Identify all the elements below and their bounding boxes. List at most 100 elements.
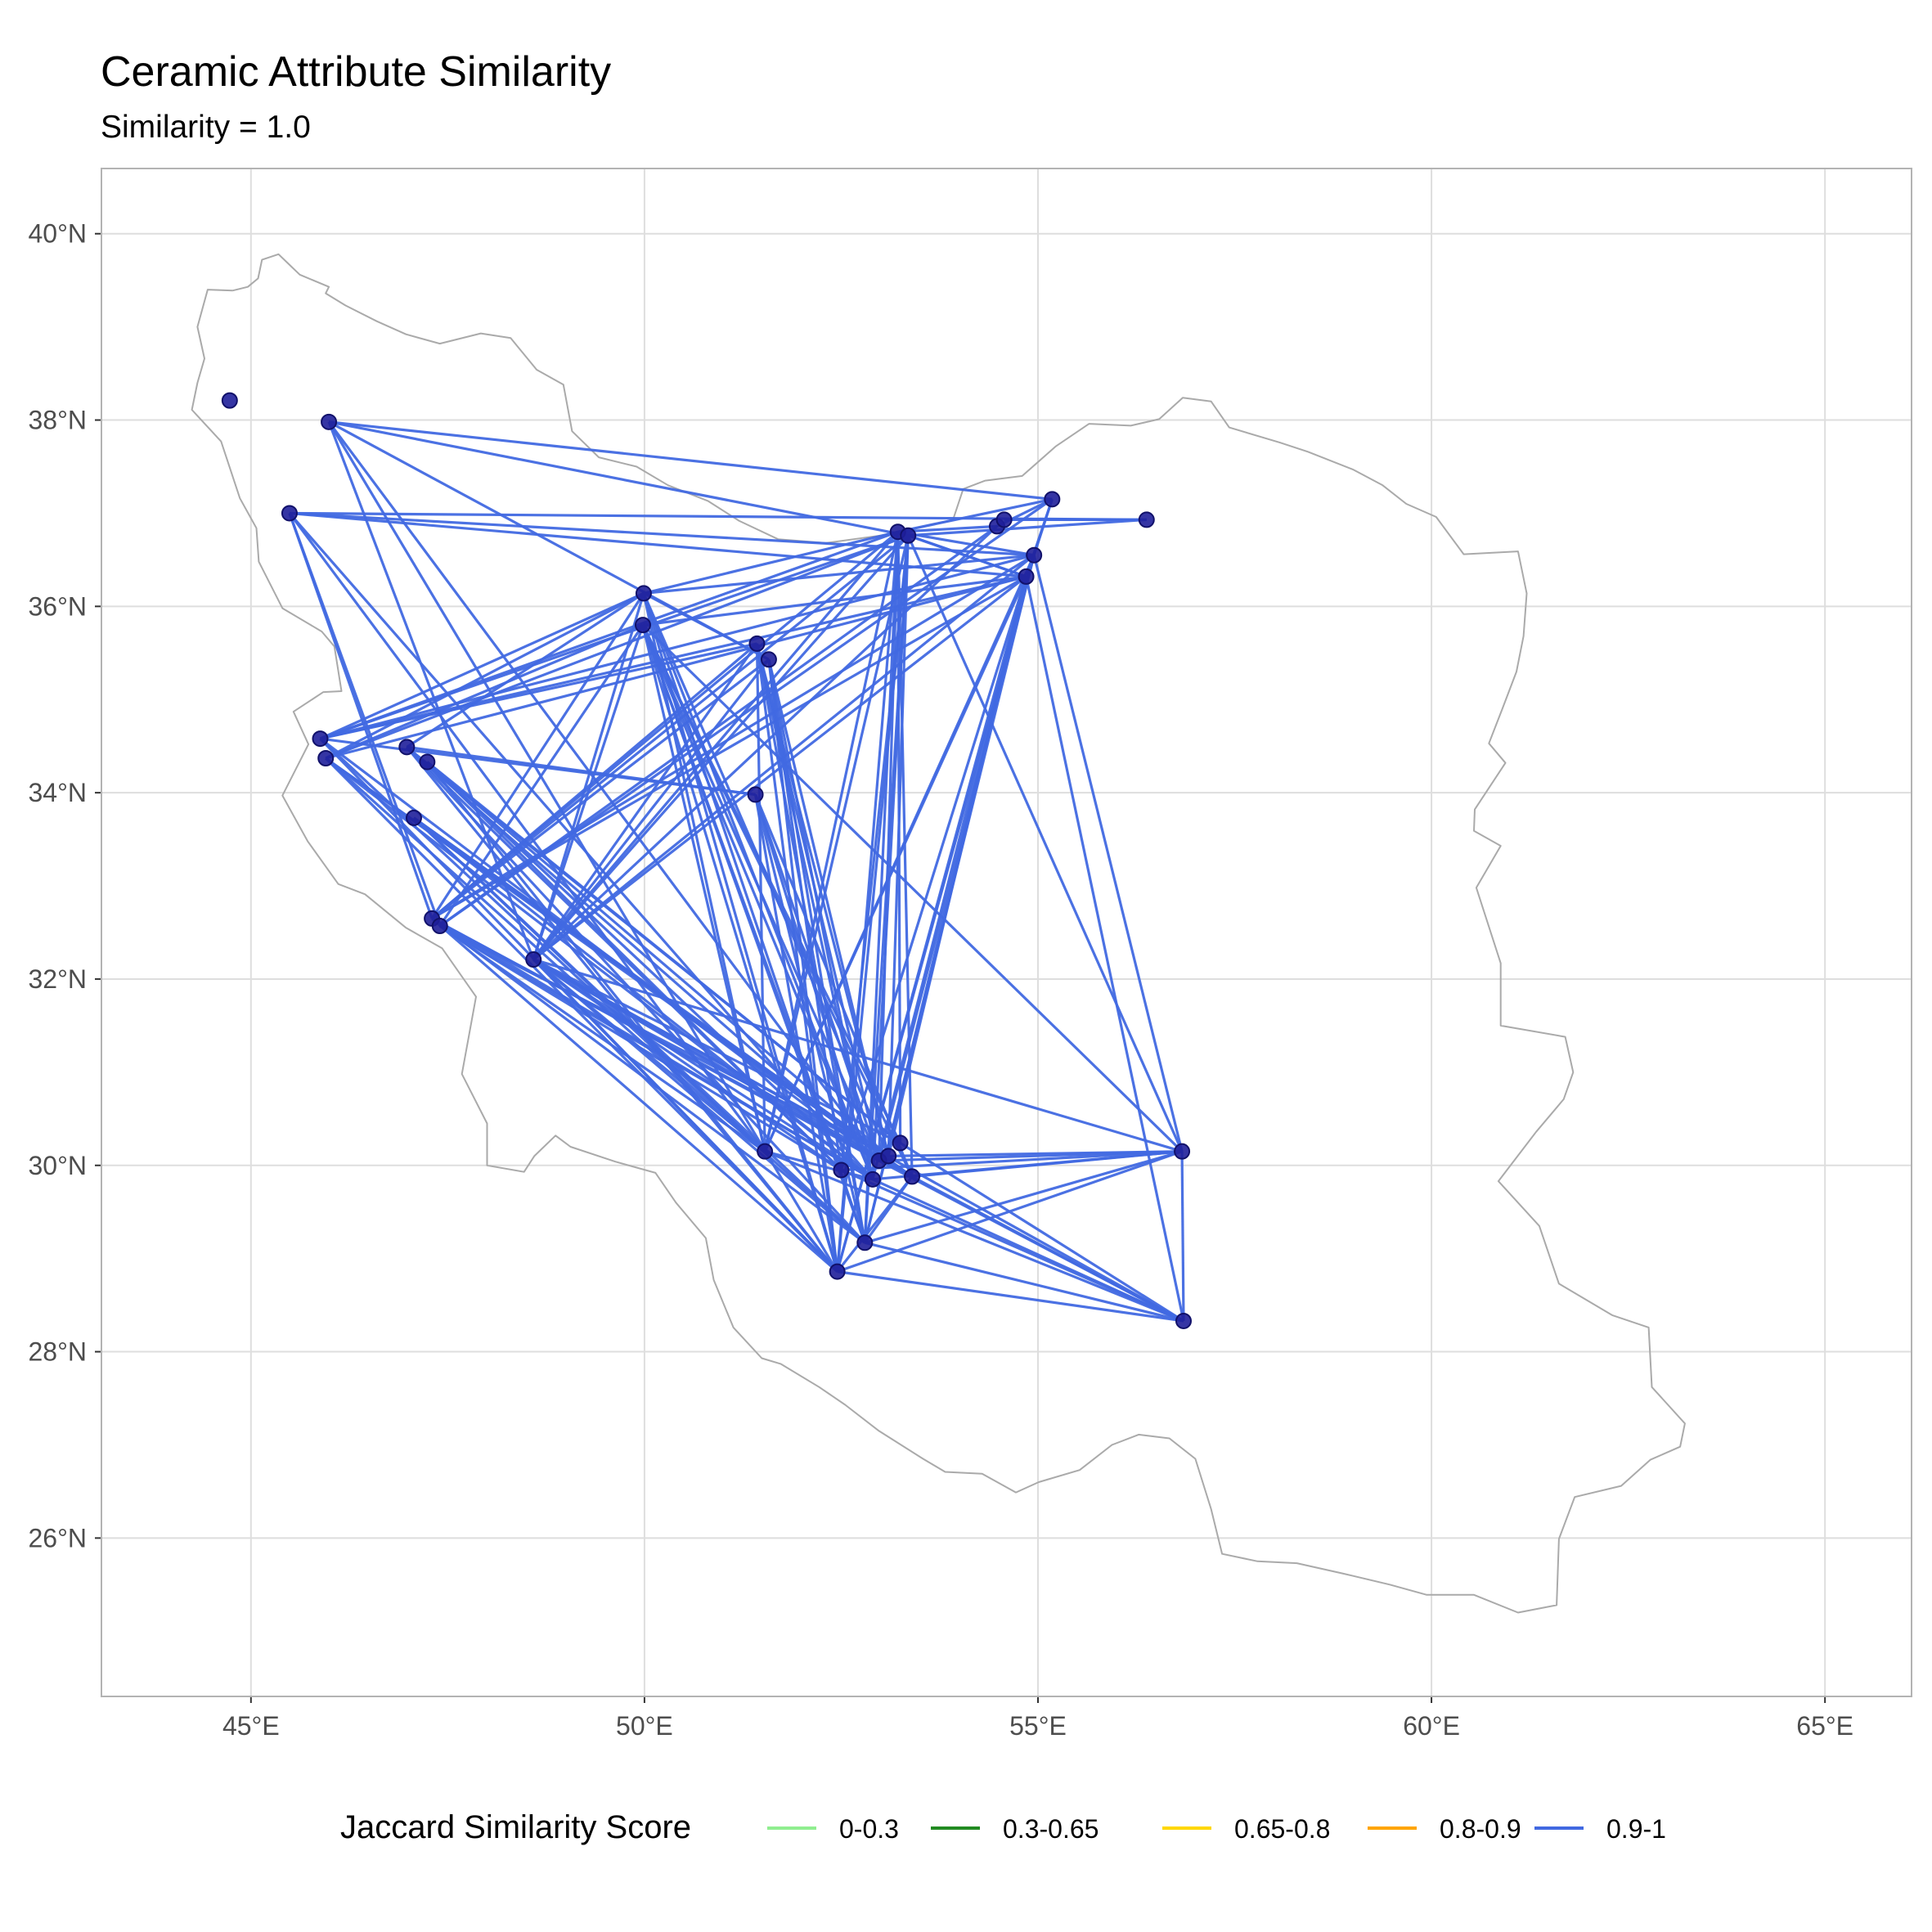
x-tick-label: 45°E (222, 1711, 280, 1741)
similarity-edge (899, 1142, 1184, 1323)
site-point (398, 739, 416, 756)
similarity-edge (837, 1270, 1184, 1323)
similarity-edge (430, 592, 645, 919)
similarity-edge (641, 624, 766, 1152)
similarity-edge (763, 576, 1028, 1152)
similarity-edge (532, 531, 899, 961)
site-point (1018, 568, 1035, 585)
similarity-edge (412, 816, 874, 1181)
similarity-edge (406, 592, 645, 748)
similarity-edge (532, 642, 758, 960)
similarity-edge (839, 535, 910, 1170)
similarity-edge (907, 534, 1027, 578)
similarity-edge (896, 532, 914, 1177)
site-point (1044, 491, 1061, 508)
site-point (1138, 511, 1155, 528)
similarity-edge (1180, 1151, 1185, 1321)
similarity-edge (864, 1241, 1184, 1323)
site-point (1026, 546, 1043, 564)
similarity-edge (288, 512, 434, 919)
y-tick-label: 34°N (29, 778, 88, 807)
similarity-edge (327, 420, 880, 1162)
similarity-edge (325, 623, 644, 760)
similarity-edge (438, 924, 874, 1181)
similarity-edge (763, 535, 910, 1152)
site-point (757, 1143, 774, 1160)
similarity-edge (431, 534, 910, 920)
similarity-edge (767, 659, 839, 1272)
similarity-edge (412, 816, 766, 1152)
similarity-edge (431, 554, 1036, 920)
site-point (635, 585, 652, 602)
country-outline-layer (191, 253, 1686, 1614)
iran-outline (191, 253, 1686, 1614)
similarity-edge (641, 624, 874, 1180)
site-point (1174, 1143, 1191, 1160)
similarity-edge (754, 793, 914, 1178)
similarity-edge (438, 624, 645, 927)
similarity-edge (1024, 576, 1185, 1322)
similarity-edge (327, 421, 535, 960)
similarity-edge (840, 1168, 1184, 1323)
similarity-edge (532, 534, 910, 961)
site-point (748, 635, 766, 652)
similarity-edge (887, 576, 1028, 1157)
similarity-edge (289, 511, 1035, 557)
site-point (312, 730, 329, 748)
y-tick-label: 30°N (29, 1151, 88, 1180)
x-tick-label: 55°E (1009, 1711, 1067, 1741)
y-tick-label: 36°N (29, 591, 88, 621)
y-tick-label: 28°N (29, 1337, 88, 1367)
similarity-edge (888, 1150, 1183, 1157)
similarity-edge (643, 591, 770, 661)
similarity-edge (1032, 555, 1184, 1152)
site-point (419, 753, 436, 771)
similarity-edge (908, 518, 1147, 537)
similarity-edge (643, 554, 1035, 595)
similarity-edge (325, 757, 838, 1273)
similarity-edge (407, 745, 756, 797)
similarity-edge (906, 535, 1184, 1152)
site-point (405, 809, 422, 826)
site-point (525, 951, 542, 968)
similarity-edge (431, 917, 866, 1244)
similarity-edge (289, 511, 1027, 578)
x-tick-label: 50°E (616, 1711, 673, 1741)
similarity-edge (871, 535, 910, 1179)
legend-label: 0.65-0.8 (1234, 1814, 1330, 1844)
site-point (833, 1161, 850, 1179)
similarity-edge (878, 532, 900, 1161)
site-point (321, 413, 338, 430)
legend: Jaccard Similarity Score 0-0.3 0.3-0.65 0.… (340, 1809, 1666, 1845)
similarity-edge (763, 531, 900, 1152)
site-points-layer (221, 392, 1192, 1329)
site-point (864, 1170, 881, 1188)
similarity-edge (328, 420, 1053, 501)
similarity-edge (532, 624, 645, 960)
similarity-edge (532, 958, 842, 1171)
similarity-edge (841, 1150, 1183, 1172)
similarity-edge (864, 1150, 1183, 1244)
similarity-edge (753, 794, 839, 1272)
site-point (995, 511, 1013, 528)
similarity-edge (439, 924, 889, 1157)
site-point (317, 750, 335, 767)
similarity-edge (325, 534, 909, 760)
similarity-edge (641, 624, 842, 1170)
site-point (829, 1263, 846, 1280)
similarity-edge (1032, 498, 1054, 556)
legend-label: 0.8-0.9 (1440, 1814, 1521, 1844)
x-tick-label: 65°E (1796, 1711, 1853, 1741)
y-tick-label: 40°N (29, 219, 88, 249)
similarity-edge (864, 1175, 914, 1244)
similarity-edge (532, 958, 838, 1273)
similarity-edge (754, 793, 881, 1161)
chart-subtitle: Similarity = 1.0 (101, 110, 311, 145)
similarity-edge (431, 917, 838, 1273)
similarity-edge (897, 497, 1053, 533)
similarity-edge (431, 658, 770, 920)
chart-title: Ceramic Attribute Similarity (101, 48, 612, 96)
grid-lines (101, 168, 1912, 1696)
legend-title: Jaccard Similarity Score (340, 1809, 691, 1845)
site-point (880, 1148, 897, 1165)
